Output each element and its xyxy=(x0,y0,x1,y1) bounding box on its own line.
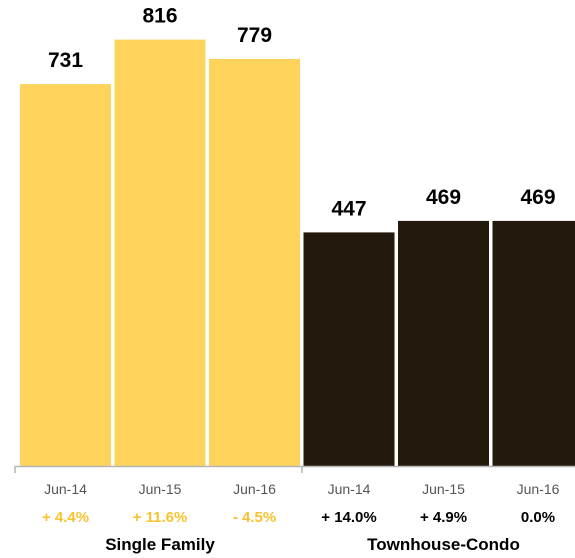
tick-label-1-1: Jun-15 xyxy=(422,481,465,497)
value-label-1-1: 469 xyxy=(426,186,461,209)
value-label-1-2: 469 xyxy=(520,186,555,209)
tick-label-1-0: Jun-14 xyxy=(328,481,371,497)
value-label-0-0: 731 xyxy=(48,49,83,72)
bar-0-0 xyxy=(20,84,111,466)
change-label-0-1: + 11.6% xyxy=(133,509,188,526)
group-label-1: Townhouse-Condo xyxy=(367,535,520,554)
value-label-0-1: 816 xyxy=(142,5,177,28)
value-labels-layer: 731 816 779 447 469 469 xyxy=(48,5,556,221)
tick-label-0-2: Jun-16 xyxy=(233,481,276,497)
group-labels-layer: Single Family Townhouse-Condo xyxy=(105,535,520,554)
change-label-1-1: + 4.9% xyxy=(420,509,467,526)
bar-1-2 xyxy=(492,220,575,466)
bar-0-2 xyxy=(209,59,300,466)
change-labels-layer: + 4.4% + 11.6% - 4.5% + 14.0% + 4.9% 0.0% xyxy=(42,509,555,526)
value-label-0-2: 779 xyxy=(237,24,272,47)
change-label-1-0: + 14.0% xyxy=(321,509,376,526)
tick-labels-layer: Jun-14 Jun-15 Jun-16 Jun-14 Jun-15 Jun-16 xyxy=(44,481,560,497)
bars-layer xyxy=(20,39,575,466)
group-label-0: Single Family xyxy=(105,535,215,554)
bar-1-0 xyxy=(303,232,395,466)
x-axis-ticks-layer xyxy=(14,466,303,473)
tick-label-1-2: Jun-16 xyxy=(517,481,560,497)
tick-label-0-1: Jun-15 xyxy=(139,481,182,497)
change-label-0-0: + 4.4% xyxy=(42,509,89,526)
change-label-1-2: 0.0% xyxy=(521,509,555,526)
value-label-1-0: 447 xyxy=(331,197,366,220)
change-label-0-2: - 4.5% xyxy=(233,509,276,526)
bar-0-1 xyxy=(114,39,206,466)
tick-label-0-0: Jun-14 xyxy=(44,481,87,497)
bar-1-1 xyxy=(398,220,489,466)
